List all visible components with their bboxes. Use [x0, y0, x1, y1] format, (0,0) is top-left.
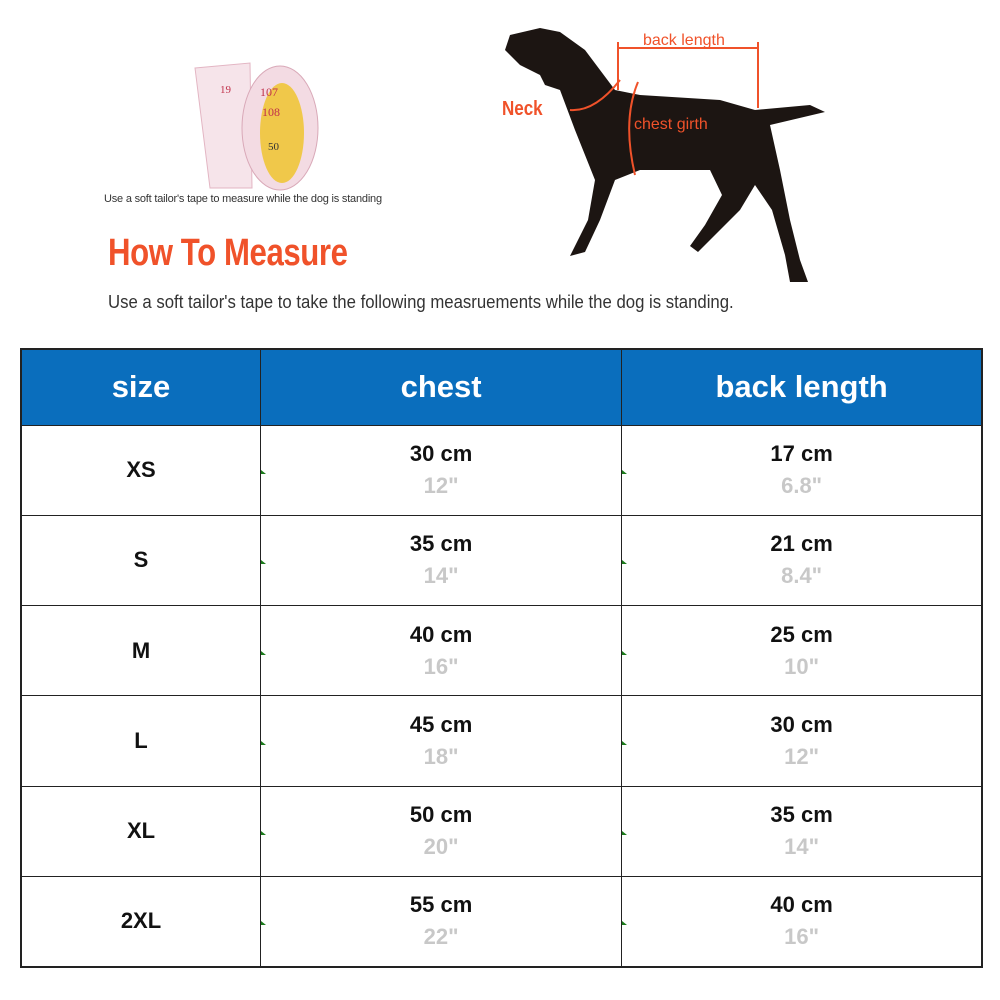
cell-marker [622, 650, 628, 655]
svg-text:50: 50 [268, 141, 280, 153]
back-inches: 8.4" [781, 563, 823, 589]
chest-cell: 55 cm 22" [259, 875, 623, 968]
chest-cm: 50 cm [409, 802, 473, 828]
cell-marker [261, 560, 266, 565]
neck-label: Neck [502, 98, 543, 120]
chest-girth-label: chest girth [634, 116, 708, 133]
back-inches: 10" [784, 653, 820, 679]
table-row: S 35 cm 14" 21 cm 8.4" [20, 514, 983, 607]
chest-cm: 45 cm [409, 712, 473, 738]
cell-marker [261, 650, 266, 655]
size-cell: XL [20, 785, 261, 877]
tape-caption: Use a soft tailor's tape to measure whil… [104, 193, 382, 205]
back-inches: 12" [784, 744, 820, 770]
back-inches: 16" [784, 924, 820, 950]
back-length-cell: 30 cm 12" [621, 695, 983, 787]
svg-text:19: 19 [220, 84, 232, 96]
cell-marker [622, 741, 628, 746]
back-cm: 25 cm [770, 621, 833, 647]
back-inches: 6.8" [781, 473, 823, 499]
chest-cell: 45 cm 18" [259, 695, 623, 787]
back-length-label: back length [643, 32, 725, 49]
chest-inches: 16" [423, 653, 459, 679]
size-cell: L [20, 695, 261, 787]
size-cell: M [20, 605, 261, 697]
chest-inches: 12" [423, 473, 459, 499]
table-row: XL 50 cm 20" 35 cm 14" [20, 785, 983, 877]
chest-inches: 20" [423, 834, 459, 860]
chest-cell: 50 cm 20" [259, 785, 623, 877]
chest-cm: 55 cm [409, 892, 473, 918]
chest-cell: 35 cm 14" [259, 514, 623, 607]
table-row: M 40 cm 16" 25 cm 10" [20, 605, 983, 697]
back-length-cell: 25 cm 10" [621, 605, 983, 697]
tape-measure-image: 107 108 50 19 [194, 62, 319, 191]
cell-marker [622, 560, 628, 565]
chest-inches: 14" [423, 563, 459, 589]
back-length-cell: 17 cm 6.8" [621, 424, 983, 516]
chest-cell: 30 cm 12" [259, 424, 623, 516]
size-cell: XS [20, 424, 261, 516]
dog-silhouette-diagram [505, 28, 825, 282]
svg-text:107: 107 [260, 85, 278, 99]
column-header-size: size [20, 348, 261, 426]
back-inches: 14" [784, 834, 820, 860]
cell-marker [622, 921, 628, 926]
table-row: XS 30 cm 12" 17 cm 6.8" [20, 424, 983, 516]
back-length-cell: 21 cm 8.4" [621, 514, 983, 607]
size-chart-table: size chest back length XS 30 cm 12" 17 cm… [20, 348, 983, 968]
chest-cell: 40 cm 16" [259, 605, 623, 697]
cell-marker [622, 831, 628, 836]
column-header-back-length: back length [621, 348, 983, 426]
table-header-row: size chest back length [20, 348, 983, 426]
chest-cm: 35 cm [409, 531, 473, 557]
cell-marker [622, 470, 628, 475]
chest-cm: 40 cm [409, 621, 473, 647]
cell-marker [261, 831, 266, 836]
table-row: L 45 cm 18" 30 cm 12" [20, 695, 983, 787]
back-cm: 21 cm [770, 531, 833, 557]
chest-inches: 22" [423, 924, 459, 950]
chest-inches: 18" [423, 744, 459, 770]
back-cm: 35 cm [770, 802, 833, 828]
back-cm: 17 cm [770, 441, 833, 467]
size-cell: 2XL [20, 875, 261, 968]
svg-text:108: 108 [262, 105, 280, 119]
table-row: 2XL 55 cm 22" 40 cm 16" [20, 875, 983, 968]
size-cell: S [20, 514, 261, 607]
page-subtitle: Use a soft tailor's tape to take the fol… [108, 292, 734, 312]
page-title: How To Measure [108, 232, 348, 274]
cell-marker [261, 741, 266, 746]
chest-cm: 30 cm [409, 441, 473, 467]
back-cm: 30 cm [770, 712, 833, 738]
column-header-chest: chest [259, 348, 623, 426]
cell-marker [261, 921, 266, 926]
back-cm: 40 cm [770, 892, 833, 918]
back-length-cell: 35 cm 14" [621, 785, 983, 877]
back-length-cell: 40 cm 16" [621, 875, 983, 968]
cell-marker [261, 470, 266, 475]
